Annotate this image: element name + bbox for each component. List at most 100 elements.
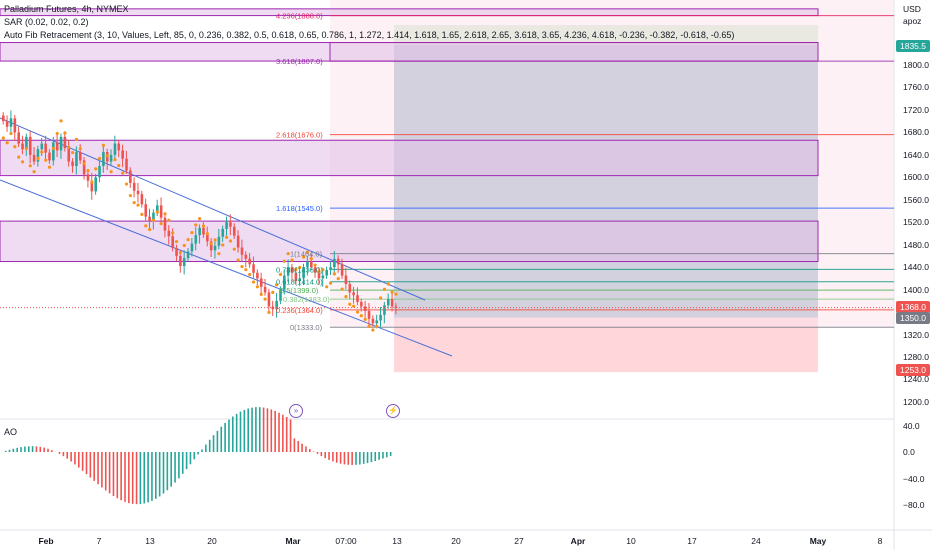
sar-dot	[148, 227, 152, 232]
sar-dot	[352, 304, 356, 308]
fib-label: 2.618(1676.0)	[276, 131, 323, 140]
replay-icon[interactable]: »	[289, 404, 303, 418]
ao-bar	[78, 452, 80, 468]
ao-bar	[266, 408, 269, 452]
candle-body	[5, 121, 9, 127]
candle-body	[109, 154, 113, 162]
candle-body	[340, 264, 344, 276]
sar-dot	[317, 270, 321, 274]
candle-body	[279, 289, 282, 301]
candle-body	[40, 143, 44, 150]
sar-dot	[359, 314, 363, 318]
sar-dot	[55, 131, 59, 136]
candle-body	[86, 174, 90, 181]
candle-body	[321, 275, 325, 279]
candle-body	[159, 205, 163, 218]
sar-dot	[213, 238, 217, 242]
candle-body	[344, 275, 348, 284]
candle-body	[79, 152, 82, 161]
candle-body	[294, 272, 298, 282]
sar-dot	[321, 268, 325, 272]
time-tick-label: Mar	[285, 536, 301, 546]
ao-bar	[66, 452, 69, 459]
ao-bar	[332, 452, 334, 462]
ao-bar	[197, 452, 199, 455]
candle-body	[25, 136, 28, 150]
candle-body	[263, 286, 267, 293]
sar-dot	[171, 231, 175, 235]
price-tick-label: 1720.0	[903, 104, 929, 115]
sar-dot	[40, 150, 44, 154]
candle-body	[132, 182, 136, 191]
candle-body	[367, 310, 371, 319]
price-tick-label: 1440.0	[903, 262, 929, 273]
ao-bar	[362, 452, 365, 464]
time-tick-label: 13	[392, 536, 402, 546]
ao-bar	[258, 407, 261, 452]
candle-body	[175, 248, 178, 256]
candle-body	[206, 234, 209, 242]
candle-body	[179, 255, 182, 267]
ao-bar	[120, 452, 122, 501]
price-tick-label: 1240.0	[903, 374, 929, 385]
candle-body	[17, 132, 20, 144]
time-tick-label: 8	[877, 536, 883, 546]
sar-dot	[248, 272, 252, 277]
candle-body	[283, 275, 286, 290]
price-tick-label: 1680.0	[903, 127, 929, 138]
candle-body	[248, 258, 251, 265]
fib-label: 0.786(1436.0)	[276, 265, 323, 274]
candle-body	[225, 222, 228, 229]
sar-dot	[390, 290, 394, 294]
supply-zone	[0, 139, 819, 177]
ao-bar	[205, 444, 207, 452]
ao-bar	[158, 452, 161, 497]
candle-body	[252, 264, 255, 273]
candle-body	[236, 235, 240, 248]
fib-label: 1(1464.0)	[290, 250, 323, 259]
ao-bar	[285, 417, 288, 452]
sar-dot	[236, 258, 240, 262]
candle-body	[390, 299, 394, 307]
sar-dot	[1, 136, 5, 140]
fib-label: 0.236(1364.0)	[276, 306, 323, 315]
candle-body	[275, 300, 278, 310]
ao-bar	[278, 412, 280, 452]
sar-dot	[74, 137, 79, 141]
sar-dot	[124, 182, 129, 186]
ao-bar	[270, 409, 273, 452]
time-tick-label: 7	[96, 536, 102, 546]
ao-tick-label: 40.0	[903, 421, 920, 431]
ao-bar	[174, 452, 176, 483]
candle-body	[306, 261, 309, 268]
candle-body	[71, 161, 74, 167]
candle-body	[28, 136, 32, 155]
ao-bar	[4, 450, 7, 452]
ao-bar	[27, 446, 30, 452]
sar-dot	[371, 328, 375, 332]
candle-body	[36, 149, 40, 162]
symbol-title: Palladium Futures, 4h, NYMEX	[4, 4, 129, 14]
sar-dot	[309, 257, 313, 261]
sar-dot	[271, 290, 275, 295]
sar-dot	[228, 239, 233, 243]
lightning-icon[interactable]: ⚡	[386, 404, 400, 418]
candle-body	[75, 152, 78, 167]
sar-dot	[298, 265, 302, 270]
sar-dot	[5, 141, 9, 145]
time-tick-label: 10	[626, 536, 636, 546]
sar-dot	[167, 218, 171, 222]
currency-label: USD	[903, 4, 921, 14]
candle-body	[156, 205, 159, 213]
candle-body	[82, 160, 86, 175]
candle-body	[198, 227, 201, 236]
sar-dot	[386, 282, 390, 286]
candle-body	[371, 318, 375, 324]
sar-dot	[71, 150, 75, 155]
supply-zone	[0, 220, 819, 263]
ao-bar	[305, 446, 307, 452]
ao-bar	[374, 452, 377, 462]
fib-label: 0.618(1414.0)	[276, 278, 323, 287]
user-label: apoz	[903, 16, 922, 26]
